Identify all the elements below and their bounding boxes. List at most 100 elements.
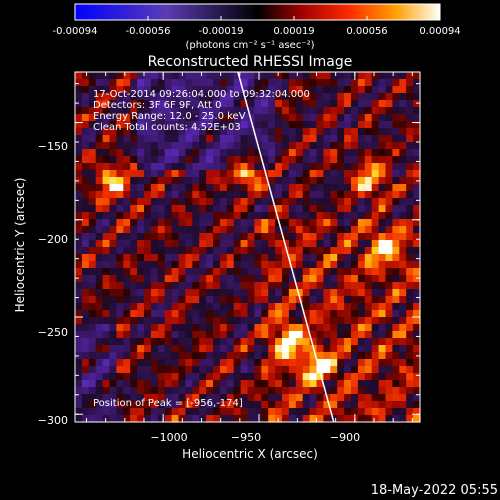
heatmap-cell xyxy=(247,240,255,248)
heatmap-cell xyxy=(171,366,180,374)
heatmap-cell xyxy=(309,359,318,367)
heatmap-cell xyxy=(95,212,104,220)
heatmap-cell xyxy=(88,205,97,213)
heatmap-cell xyxy=(288,408,297,416)
heatmap-cell xyxy=(344,310,352,318)
heatmap-cell xyxy=(302,275,311,283)
heatmap-cell xyxy=(137,296,145,304)
heatmap-cell xyxy=(302,352,311,360)
heatmap-cell xyxy=(164,303,173,311)
heatmap-cell xyxy=(164,135,173,143)
heatmap-cell xyxy=(295,247,304,255)
heatmap-cell xyxy=(192,163,200,171)
heatmap-cell xyxy=(406,380,414,388)
heatmap-cell xyxy=(399,135,407,143)
heatmap-cell xyxy=(385,79,393,87)
heatmap-cell xyxy=(316,296,324,304)
heatmap-cell xyxy=(144,275,152,283)
heatmap-cell xyxy=(385,198,393,206)
heatmap-cell xyxy=(178,107,186,115)
heatmap-cell xyxy=(378,394,387,402)
heatmap-cell xyxy=(392,366,400,374)
heatmap-cell xyxy=(344,156,352,164)
heatmap-cell xyxy=(351,345,359,353)
heatmap-cell xyxy=(282,184,290,192)
heatmap-cell xyxy=(164,282,173,290)
heatmap-cell xyxy=(275,163,283,171)
heatmap-cell xyxy=(240,317,249,325)
heatmap-cell xyxy=(406,72,414,80)
heatmap-cell xyxy=(261,79,269,87)
heatmap-cell xyxy=(219,233,228,241)
heatmap-cell xyxy=(268,163,276,171)
heatmap-cell xyxy=(302,170,311,178)
heatmap-cell xyxy=(130,303,138,311)
heatmap-cell xyxy=(337,415,345,423)
heatmap-cell xyxy=(81,401,90,409)
heatmap-cell xyxy=(240,380,249,388)
heatmap-cell xyxy=(371,163,380,171)
heatmap-cell xyxy=(226,149,235,157)
heatmap-cell xyxy=(357,331,366,339)
heatmap-cell xyxy=(406,142,414,150)
heatmap-cell xyxy=(406,296,414,304)
heatmap-cell xyxy=(302,408,311,416)
heatmap-cell xyxy=(81,359,90,367)
heatmap-cell xyxy=(357,415,366,423)
heatmap-cell xyxy=(399,219,407,227)
heatmap-cell xyxy=(275,401,283,409)
heatmap-cell xyxy=(309,156,318,164)
heatmap-cell xyxy=(392,107,400,115)
heatmap-cell xyxy=(261,282,269,290)
heatmap-cell xyxy=(413,338,421,346)
heatmap-cell xyxy=(316,184,324,192)
heatmap-cell xyxy=(171,268,180,276)
heatmap-cell xyxy=(102,366,111,374)
heatmap-cell xyxy=(385,100,393,108)
y-tick-label: −300 xyxy=(37,414,68,427)
heatmap-cell xyxy=(185,268,193,276)
heatmap-cell xyxy=(399,170,407,178)
heatmap-cell xyxy=(247,408,255,416)
heatmap-cell xyxy=(357,212,366,220)
heatmap-cell xyxy=(164,415,173,423)
heatmap-cell xyxy=(268,261,276,269)
heatmap-cell xyxy=(316,72,324,80)
heatmap-cell xyxy=(357,135,366,143)
heatmap-cell xyxy=(344,247,352,255)
heatmap-cell xyxy=(233,359,242,367)
heatmap-cell xyxy=(157,268,166,276)
heatmap-cell xyxy=(385,93,393,101)
heatmap-cell xyxy=(178,233,186,241)
heatmap-cell xyxy=(344,415,352,423)
heatmap-cell xyxy=(130,163,138,171)
heatmap-cell xyxy=(157,107,166,115)
heatmap-cell xyxy=(371,345,380,353)
heatmap-cell xyxy=(268,247,276,255)
heatmap-cell xyxy=(337,79,345,87)
heatmap-cell xyxy=(75,121,83,129)
heatmap-cell xyxy=(123,107,131,115)
heatmap-cell xyxy=(282,191,290,199)
heatmap-cell xyxy=(192,317,200,325)
heatmap-cell xyxy=(226,219,235,227)
heatmap-cell xyxy=(102,373,111,381)
heatmap-cell xyxy=(351,324,359,332)
heatmap-cell xyxy=(268,170,276,178)
heatmap-cell xyxy=(295,289,304,297)
colorbar-tick-label: -0.00094 xyxy=(52,26,98,37)
heatmap-cell xyxy=(206,177,214,185)
heatmap-cell xyxy=(192,338,200,346)
heatmap-cell xyxy=(385,142,393,150)
heatmap-cell xyxy=(344,275,352,283)
heatmap-cell xyxy=(144,191,152,199)
heatmap-cell xyxy=(302,359,311,367)
heatmap-cell xyxy=(157,296,166,304)
heatmap-cell xyxy=(371,170,380,178)
heatmap-cell xyxy=(337,219,345,227)
heatmap-cell xyxy=(240,121,249,129)
heatmap-cell xyxy=(137,170,145,178)
heatmap-cell xyxy=(144,268,152,276)
heatmap-cell xyxy=(95,317,104,325)
heatmap-cell xyxy=(233,212,242,220)
